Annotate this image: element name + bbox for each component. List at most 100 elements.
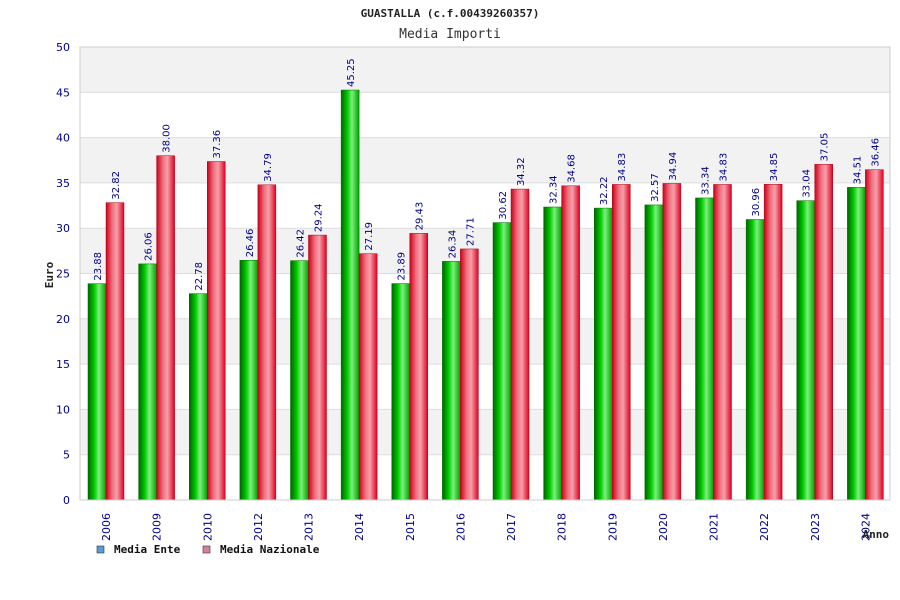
value-label-ente: 32.22: [599, 176, 610, 205]
value-label-nazionale: 27.71: [465, 217, 476, 246]
value-label-nazionale: 29.43: [415, 202, 426, 231]
bar-nazionale: [308, 234, 327, 501]
x-tick-label: 2009: [151, 513, 164, 541]
x-tick-label: 2023: [809, 513, 822, 541]
bar-nazionale: [713, 184, 732, 501]
x-tick-label: 2016: [454, 513, 467, 541]
grid-band: [80, 92, 890, 138]
x-tick-label: 2018: [556, 513, 569, 541]
value-label-ente: 26.06: [144, 232, 155, 261]
value-label-ente: 45.25: [346, 58, 357, 87]
bars: [87, 89, 884, 501]
x-tick-label: 2024: [859, 513, 872, 541]
y-tick-label: 50: [56, 41, 70, 54]
value-label-ente: 23.89: [397, 252, 408, 281]
legend-label-ente: Media Ente: [114, 543, 181, 556]
value-label-ente: 30.62: [498, 191, 509, 220]
bar-nazionale: [460, 248, 479, 501]
x-tick-label: 2021: [708, 513, 721, 541]
x-axis-title: Anno: [863, 528, 890, 541]
y-tick-label: 10: [56, 403, 70, 416]
bar-nazionale: [409, 233, 428, 501]
value-label-ente: 26.42: [296, 229, 307, 258]
value-label-nazionale: 37.36: [212, 130, 223, 159]
y-tick-label: 45: [56, 86, 70, 99]
y-tick-label: 35: [56, 177, 70, 190]
x-tick-label: 2010: [201, 513, 214, 541]
y-tick-label: 30: [56, 222, 70, 235]
bar-ente: [189, 293, 208, 501]
bar-nazionale: [561, 185, 580, 501]
value-label-nazionale: 34.32: [516, 157, 527, 186]
bar-ente: [644, 204, 664, 501]
plot-frame: [79, 46, 891, 501]
bar-ente: [87, 283, 107, 501]
value-label-nazionale: 34.85: [769, 153, 780, 182]
value-label-nazionale: 37.05: [820, 133, 831, 162]
x-tick-label: 2015: [404, 513, 417, 541]
x-tick-label: 2014: [353, 513, 366, 541]
value-label-ente: 23.88: [93, 252, 104, 281]
x-tick-label: 2012: [252, 513, 265, 541]
bar-ente: [138, 263, 157, 501]
y-tick-label: 20: [56, 313, 70, 326]
bar-nazionale: [105, 202, 125, 501]
x-tick-label: 2019: [606, 513, 619, 541]
value-labels: 23.88 32.82 26.06 38.00 22.78 37.36 26.46 34.79…: [93, 58, 881, 290]
value-label-nazionale: 34.83: [719, 153, 730, 182]
bar-ente: [594, 207, 613, 501]
x-axis-ticks: 2006 2009 2010 2012 2013 2014 2015 2016 2017 2018…: [100, 513, 872, 541]
value-label-nazionale: 36.46: [870, 138, 881, 167]
y-tick-label: 25: [56, 268, 70, 281]
bar-nazionale: [865, 169, 884, 501]
bar-nazionale: [156, 155, 175, 501]
value-label-ente: 33.04: [802, 169, 813, 198]
chart-subtitle: Media Importi: [399, 27, 501, 42]
value-label-nazionale: 32.82: [111, 171, 122, 200]
value-label-nazionale: 34.94: [668, 152, 679, 181]
value-label-ente: 26.46: [245, 229, 256, 258]
x-tick-label: 2022: [758, 513, 771, 541]
bar-ente: [745, 219, 765, 501]
value-label-ente: 33.34: [701, 166, 712, 195]
value-label-ente: 22.78: [194, 262, 205, 291]
bar-ente: [492, 222, 512, 501]
x-tick-label: 2006: [100, 513, 113, 541]
value-label-nazionale: 27.19: [364, 222, 375, 251]
bar-ente: [239, 260, 259, 501]
grid-band: [80, 47, 890, 93]
value-label-nazionale: 34.83: [617, 153, 628, 182]
value-label-ente: 30.96: [751, 188, 762, 217]
chart-title: GUASTALLA (c.f.00439260357): [361, 7, 540, 20]
bar-ente: [391, 283, 410, 501]
value-label-ente: 32.34: [549, 175, 560, 204]
value-label-ente: 26.34: [447, 230, 458, 259]
y-tick-label: 0: [63, 494, 70, 507]
bar-ente: [543, 206, 562, 501]
y-axis-ticks: 0 5 10 15 20 25 30 35 40 45 50: [56, 41, 70, 507]
legend-label-nazionale: Media Nazionale: [220, 543, 320, 556]
y-axis-title: Euro: [43, 261, 56, 288]
bar-nazionale: [763, 184, 783, 501]
bar-nazionale: [358, 253, 378, 501]
value-label-ente: 34.51: [852, 156, 863, 185]
value-label-nazionale: 34.68: [567, 154, 578, 183]
bar-nazionale: [662, 183, 682, 501]
bar-nazionale: [257, 184, 277, 501]
x-tick-label: 2020: [657, 513, 670, 541]
x-tick-label: 2013: [303, 513, 316, 541]
value-label-nazionale: 34.79: [263, 153, 274, 182]
legend: Media Ente Media Nazionale: [96, 543, 320, 556]
bar-ente: [442, 261, 461, 501]
y-tick-label: 15: [56, 358, 70, 371]
bar-nazionale: [207, 161, 226, 501]
bar-ente: [695, 197, 714, 501]
bar-ente: [340, 89, 360, 501]
bar-ente: [290, 260, 309, 501]
y-tick-label: 40: [56, 132, 70, 145]
legend-swatch-ente: [96, 545, 105, 554]
x-tick-label: 2017: [505, 513, 518, 541]
bar-nazionale: [510, 188, 530, 501]
bar-nazionale: [612, 184, 631, 501]
